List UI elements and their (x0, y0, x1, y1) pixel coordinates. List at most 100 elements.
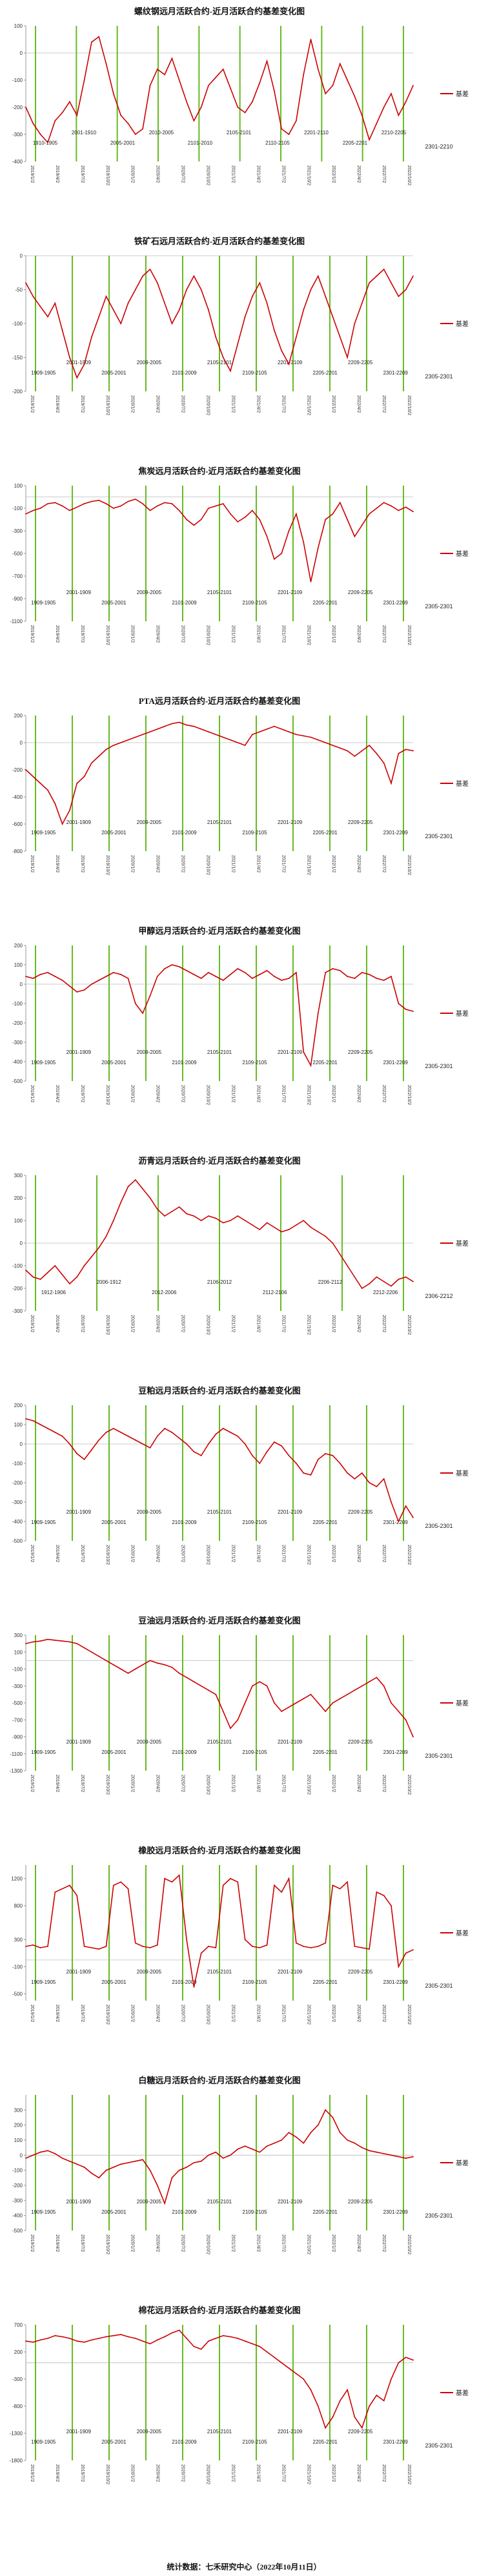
data-point (369, 1482, 370, 1483)
data-point (215, 734, 217, 736)
x-tick-label: 2020/10/2 (206, 625, 210, 645)
data-point (208, 1443, 209, 1445)
data-point (54, 1432, 56, 1433)
rollover-label: 2305-2301 (425, 373, 452, 380)
data-point (39, 2339, 41, 2341)
x-tick-label: 2020/10/2 (206, 1775, 210, 1795)
data-point (332, 1242, 334, 1244)
data-point (112, 1884, 114, 1886)
data-point (237, 1719, 239, 1721)
data-point (39, 508, 41, 509)
legend-label: 基差 (456, 2389, 469, 2397)
data-point (405, 1952, 407, 1954)
data-point (259, 82, 261, 84)
data-point (222, 736, 224, 738)
data-point (193, 1986, 195, 1988)
x-tick-label: 2019/4/2 (55, 2234, 59, 2252)
rollover-label: 2001-1909 (66, 1969, 92, 1975)
x-tick-label: 2020/10/2 (206, 165, 210, 185)
rollover-label: 2001-1909 (66, 1049, 92, 1055)
data-point (215, 1947, 217, 1948)
data-point (259, 1947, 261, 1948)
data-point (39, 783, 41, 784)
rollover-label: 2009-2005 (137, 819, 162, 825)
x-tick-label: 2019/7/2 (80, 1775, 85, 1792)
x-tick-label: 2021/7/2 (281, 2234, 285, 2252)
data-point (47, 2338, 48, 2339)
data-point (200, 289, 202, 291)
x-tick-label: 2019/1/2 (30, 395, 34, 413)
rollover-label: 2009-2005 (137, 2199, 162, 2205)
data-point (332, 316, 334, 318)
data-point (237, 742, 239, 743)
data-point (164, 502, 165, 504)
rollover-label: 2101-2010 (188, 140, 213, 146)
data-point (39, 1947, 41, 1948)
x-tick-label: 2021/1/2 (230, 1085, 235, 1102)
x-tick-label: 2019/10/2 (105, 1085, 110, 1105)
rollover-label: 2005-2001 (101, 1060, 127, 1066)
data-point (32, 1641, 34, 1643)
data-point (391, 1702, 392, 1704)
x-tick-label: 2019/4/2 (55, 165, 59, 183)
chart-svg: 豆粕远月活跃合约-近月活跃合约基差变化图 200 100 0 -100 -200 -300 -… (12, 1386, 469, 1565)
rollover-label: 2301-2209 (383, 2209, 409, 2215)
x-tick-label: 2019/1/2 (30, 2004, 34, 2022)
x-tick-label: 2020/1/2 (130, 1775, 135, 1792)
data-point (134, 1942, 136, 1944)
data-point (208, 731, 209, 733)
data-point (127, 302, 129, 304)
x-tick-label: 2020/10/2 (206, 855, 210, 875)
x-tick-label: 2019/4/2 (55, 1315, 59, 1332)
rollover-label: 1910-1905 (33, 140, 58, 146)
rollover-label: 2005-2001 (101, 600, 127, 606)
data-point (156, 2339, 158, 2341)
x-tick-label: 2019/7/2 (80, 1085, 85, 1102)
x-tick-label: 2021/10/2 (306, 855, 310, 875)
data-point (288, 978, 290, 979)
x-tick-label: 2020/1/2 (130, 2234, 135, 2252)
x-tick-label: 2021/1/2 (230, 395, 235, 413)
x-tick-label: 2022/10/2 (407, 2234, 411, 2254)
data-point (76, 114, 78, 116)
data-point (310, 736, 312, 738)
data-point (391, 1501, 392, 1503)
data-point (112, 309, 114, 311)
data-point (54, 502, 56, 504)
data-point (317, 547, 319, 549)
x-tick-label: 2021/1/2 (230, 165, 235, 183)
rollover-label: 2101-2009 (172, 1520, 197, 1525)
data-point (120, 1881, 122, 1883)
rollover-label: 2305-2301 (425, 1063, 452, 1069)
x-tick-label: 2020/10/2 (206, 2004, 210, 2025)
data-point (230, 1220, 231, 1221)
rollover-label: 2105-2101 (207, 1049, 232, 1055)
data-point (259, 1463, 261, 1464)
data-point (32, 2341, 34, 2343)
data-point (222, 980, 224, 981)
y-tick-label: 100 (14, 962, 23, 968)
x-tick-label: 2022/4/2 (356, 1775, 361, 1792)
rollover-label: 2009-2005 (137, 1739, 162, 1745)
chart-svg: 焦炭远月活跃合约-近月活跃合约基差变化图 100 -100 -300 -500 -700 -… (10, 466, 469, 645)
data-point (354, 1478, 356, 1479)
rollover-label: 2305-2301 (425, 2212, 452, 2219)
x-tick-label: 2020/4/2 (156, 165, 160, 183)
data-point (39, 1640, 41, 1642)
data-point (98, 1439, 100, 1441)
data-point (164, 968, 165, 969)
rollover-label: 2209-2205 (348, 1739, 373, 1745)
data-point (69, 810, 70, 811)
data-point (383, 980, 385, 981)
data-point (339, 2400, 341, 2402)
y-tick-label: 800 (14, 1903, 23, 1909)
data-point (193, 725, 195, 727)
data-point (134, 134, 136, 135)
data-point (252, 101, 253, 103)
data-point (303, 2378, 305, 2380)
data-point (178, 1673, 180, 1674)
x-tick-label: 2020/10/2 (206, 2464, 210, 2484)
x-tick-label: 2020/10/2 (206, 395, 210, 415)
x-tick-label: 2021/7/2 (281, 1315, 285, 1332)
data-point (383, 762, 385, 764)
